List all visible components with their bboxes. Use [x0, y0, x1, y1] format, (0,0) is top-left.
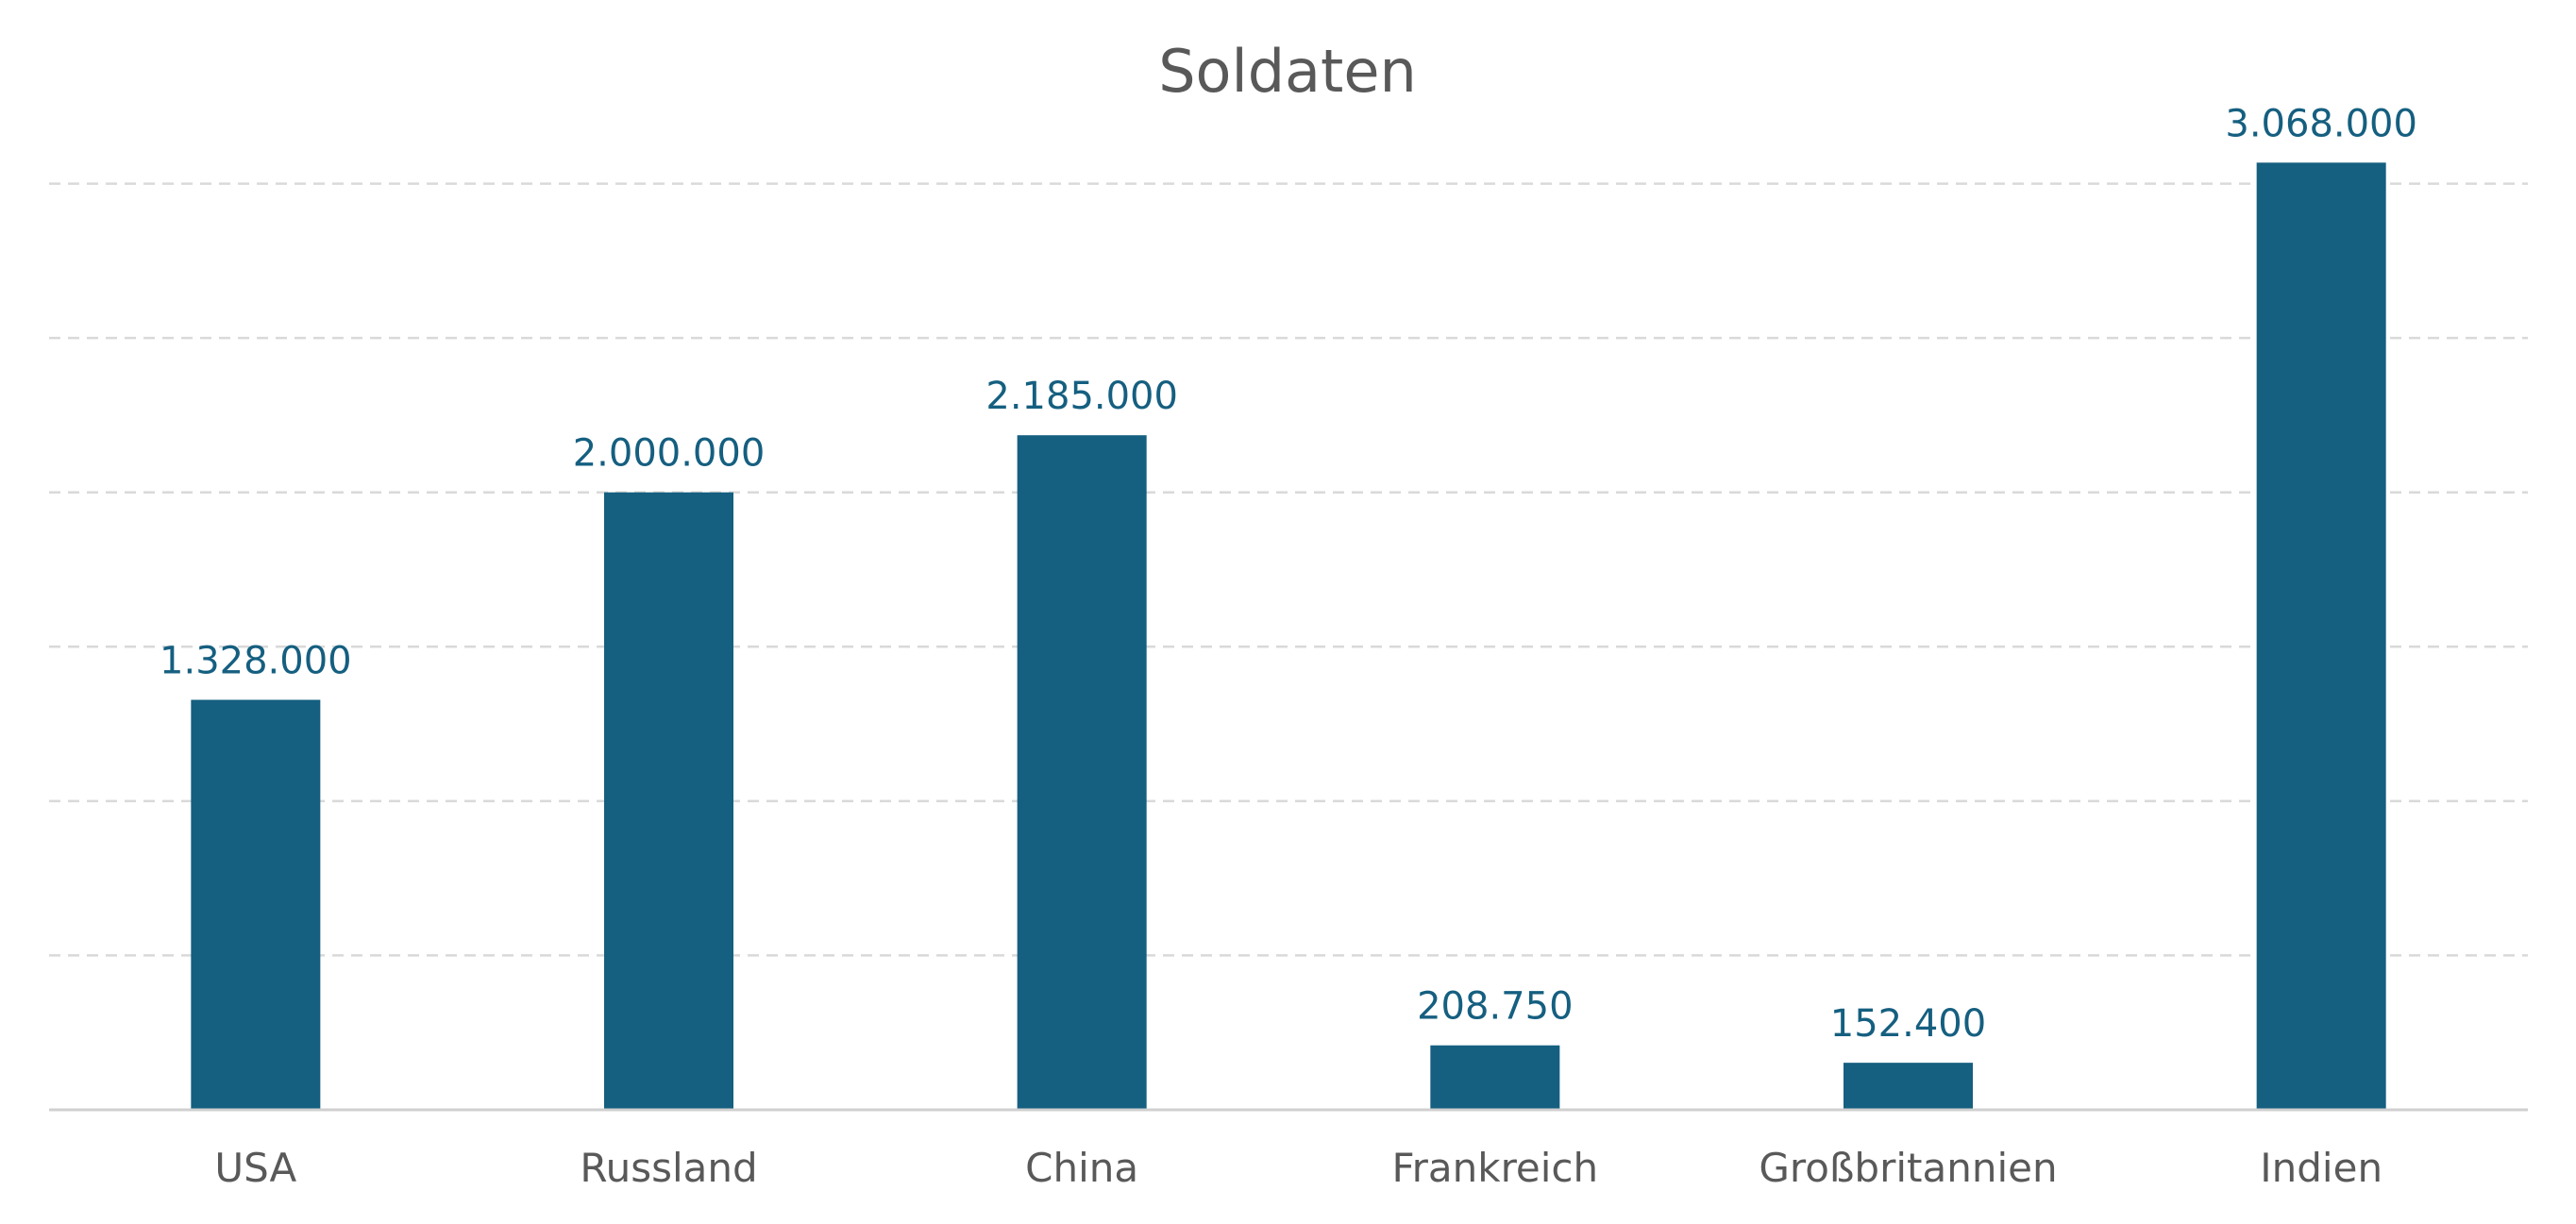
bars — [191, 162, 2386, 1111]
chart-title: Soldaten — [1158, 37, 1417, 106]
x-tick-label-2: China — [1025, 1145, 1138, 1191]
bar-3 — [1430, 1045, 1560, 1110]
x-tick-label-0: USA — [214, 1145, 296, 1191]
value-labels: 1.328.000 2.000.000 2.185.000 208.750 152.40… — [160, 102, 2417, 1046]
x-tick-label-3: Frankreich — [1392, 1145, 1599, 1191]
x-tick-labels: USA Russland China Frankreich Großbritannien… — [214, 1145, 2382, 1191]
bar-1 — [604, 492, 733, 1110]
value-label-2: 2.185.000 — [985, 375, 1178, 418]
x-tick-label-4: Großbritannien — [1759, 1145, 2057, 1191]
x-tick-label-5: Indien — [2260, 1145, 2382, 1191]
bar-5 — [2256, 162, 2386, 1111]
bar-4 — [1844, 1063, 1973, 1110]
value-label-5: 3.068.000 — [2225, 102, 2417, 145]
bar-0 — [191, 699, 321, 1110]
value-label-4: 152.400 — [1830, 1002, 1986, 1046]
x-tick-label-1: Russland — [580, 1145, 757, 1191]
value-label-1: 2.000.000 — [573, 432, 766, 476]
gridlines — [49, 182, 2528, 957]
value-label-0: 1.328.000 — [160, 640, 352, 683]
bar-2 — [1017, 435, 1147, 1110]
value-label-3: 208.750 — [1417, 985, 1573, 1029]
